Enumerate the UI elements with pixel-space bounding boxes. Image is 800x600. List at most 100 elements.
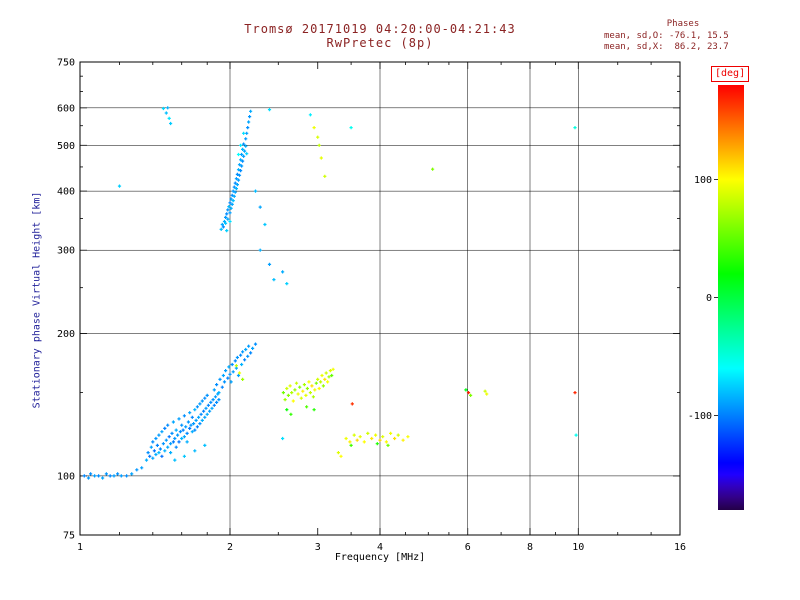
data-point (217, 391, 221, 395)
data-point (267, 108, 272, 112)
data-point (247, 120, 251, 124)
data-point (285, 408, 289, 412)
data-point (224, 369, 228, 373)
data-point (198, 402, 202, 406)
data-point (161, 442, 165, 446)
data-point (158, 447, 162, 451)
data-point (239, 143, 243, 147)
data-point (167, 116, 171, 120)
y-axis-label: Stationary phase Virtual Height [km] (31, 191, 43, 409)
data-point (323, 377, 327, 381)
data-point (203, 396, 207, 400)
colorbar (718, 85, 744, 510)
data-point (272, 278, 276, 282)
data-point (316, 377, 320, 381)
data-point (227, 205, 231, 209)
data-point (339, 454, 343, 458)
data-point (135, 468, 139, 472)
data-point (327, 375, 331, 379)
data-point (285, 282, 289, 286)
data-point (180, 436, 184, 441)
data-point (316, 135, 320, 139)
data-point (116, 472, 120, 476)
data-point (286, 393, 290, 397)
data-point (188, 426, 192, 430)
chart-title: Tromsø 20171019 04:20:00-04:21:43 (244, 22, 516, 36)
data-point (232, 194, 236, 198)
data-point (151, 440, 155, 444)
data-point (233, 190, 237, 194)
data-point (239, 353, 243, 357)
data-point (253, 189, 258, 193)
data-point (231, 370, 235, 374)
data-point (226, 376, 230, 380)
data-point (313, 388, 317, 392)
data-point (378, 438, 382, 442)
data-point (221, 225, 225, 229)
data-point (205, 393, 209, 397)
data-point (289, 412, 293, 416)
data-point (240, 362, 244, 367)
data-point (246, 126, 250, 130)
data-point (249, 351, 253, 355)
data-point (483, 389, 487, 393)
data-point (242, 154, 246, 158)
data-point (184, 425, 188, 429)
data-point (198, 422, 202, 426)
data-point (381, 435, 385, 439)
data-point (200, 399, 204, 403)
data-point (164, 438, 168, 442)
x-tick-label: 4 (377, 542, 383, 553)
data-point (393, 436, 397, 441)
data-point (193, 408, 197, 412)
data-point (206, 403, 210, 407)
data-point (230, 193, 234, 197)
data-point (225, 229, 229, 233)
data-point (386, 443, 390, 447)
data-point (469, 393, 473, 397)
data-point (235, 172, 239, 176)
y-tick-label: 600 (57, 103, 75, 114)
data-point (166, 423, 170, 427)
data-point (190, 415, 194, 419)
data-point (302, 383, 306, 387)
data-point (212, 388, 216, 392)
data-point (173, 458, 177, 462)
data-point (344, 436, 348, 441)
y-tick-label: 750 (57, 58, 75, 69)
data-point (144, 458, 149, 462)
data-point (234, 187, 238, 191)
data-point (240, 164, 244, 168)
data-point (205, 412, 209, 416)
data-point (176, 433, 180, 437)
y-tick-label: 500 (57, 141, 75, 152)
data-point (203, 415, 207, 419)
data-point (213, 395, 218, 399)
data-point (108, 474, 112, 478)
data-point (182, 435, 186, 439)
data-point (195, 425, 199, 429)
data-point (253, 342, 258, 346)
data-point (574, 433, 578, 437)
data-point (186, 420, 190, 424)
data-point (200, 418, 204, 422)
data-point (219, 227, 223, 231)
data-point (233, 359, 237, 363)
colorbar-unit-box: [deg] (711, 66, 750, 82)
data-point (375, 442, 379, 446)
data-point (218, 377, 222, 381)
data-point (182, 454, 186, 458)
data-point (146, 451, 150, 455)
data-point (294, 381, 299, 385)
data-point (234, 364, 238, 368)
data-point (366, 431, 370, 435)
data-point (193, 428, 197, 432)
data-point (326, 380, 330, 384)
data-point (242, 142, 246, 146)
data-point (154, 436, 158, 441)
data-point (169, 442, 173, 446)
data-point (151, 456, 155, 460)
data-point (220, 222, 224, 227)
data-point (285, 386, 289, 391)
